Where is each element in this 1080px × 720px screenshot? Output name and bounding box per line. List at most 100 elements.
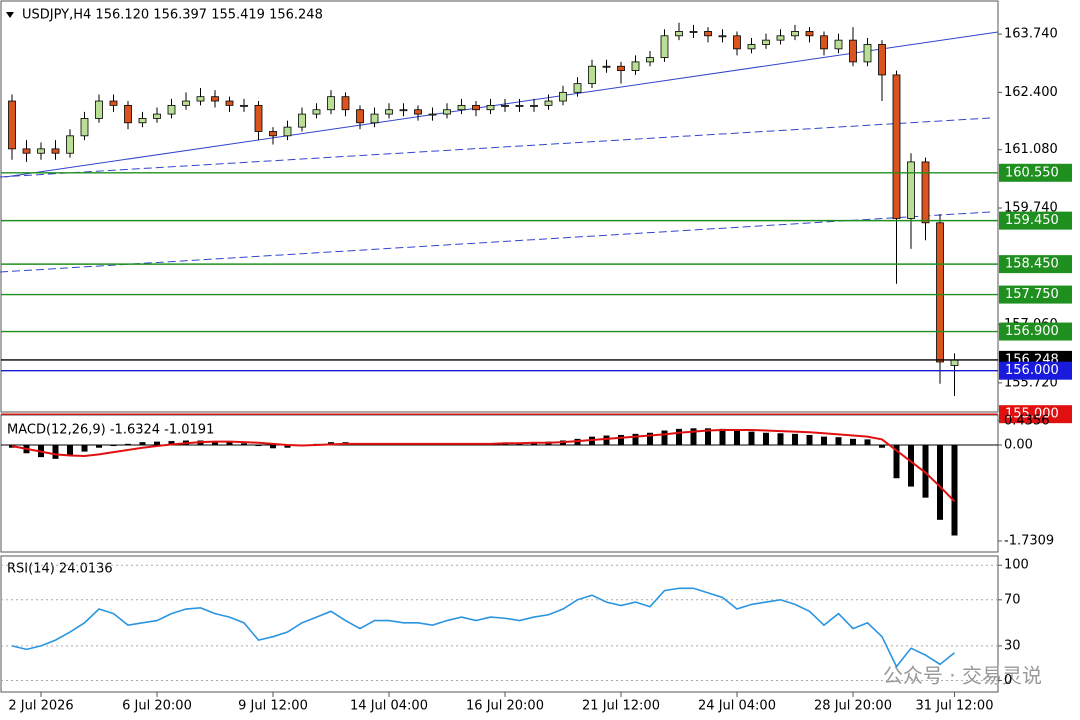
candle-body <box>182 100 190 106</box>
candle-body <box>51 148 60 154</box>
x-tick-label: 9 Jul 12:00 <box>238 699 308 714</box>
candle-body <box>95 100 103 119</box>
y-tick-label: 30 <box>1004 638 1021 653</box>
macd-bar <box>864 439 871 445</box>
candle-body <box>834 39 843 50</box>
menu-arrow <box>6 12 14 18</box>
candle-body <box>530 104 538 107</box>
macd-bar <box>81 444 88 452</box>
candle-body <box>762 39 770 45</box>
macd-bar <box>429 444 436 446</box>
y-tick-label: 70 <box>1004 592 1021 607</box>
price-panel <box>0 0 999 413</box>
candle-body <box>878 44 886 76</box>
y-tick-label: 0.00 <box>1004 437 1033 452</box>
macd-bar <box>168 441 175 445</box>
candle-body <box>515 104 524 107</box>
candle-body <box>254 104 263 132</box>
level-label-box <box>999 405 1072 424</box>
candle-body <box>501 104 509 107</box>
candle-body <box>863 44 872 63</box>
candle-body <box>298 113 306 128</box>
macd-bar <box>937 444 943 520</box>
x-tick-label: 16 Jul 20:00 <box>466 699 544 714</box>
candle-body <box>138 118 147 124</box>
candle-body <box>486 104 495 111</box>
candle-body <box>472 104 480 111</box>
candle-body <box>457 104 466 111</box>
candle-body <box>805 31 814 37</box>
candle-body <box>849 39 857 63</box>
level-label: 156.000 <box>1005 363 1059 378</box>
macd-bar <box>893 444 900 479</box>
level-label: 160.550 <box>1005 165 1059 180</box>
candle-body <box>66 135 74 154</box>
candle-body <box>109 100 118 106</box>
x-tick-label: 24 Jul 04:00 <box>698 699 776 714</box>
macd-bar <box>415 444 421 446</box>
candle-body <box>617 65 625 71</box>
candle-body <box>631 61 640 71</box>
candle-body <box>37 148 45 154</box>
macd-bar <box>763 432 769 445</box>
macd-bar <box>661 430 668 445</box>
level-label: 155.000 <box>1005 407 1059 422</box>
level-label: 158.450 <box>1005 257 1059 272</box>
candle-body <box>559 91 567 102</box>
level-label: 157.750 <box>1005 287 1059 302</box>
candle-body <box>733 35 741 50</box>
x-tick-label: 31 Jul 12:00 <box>916 699 994 714</box>
candle-body <box>588 65 596 85</box>
candle-body <box>370 113 379 124</box>
macd-bar <box>226 442 233 445</box>
macd-bar <box>255 444 262 447</box>
candle-body <box>689 31 698 33</box>
candle-body <box>950 359 959 366</box>
candle-body <box>240 104 248 107</box>
macd-bar <box>705 428 711 445</box>
candle-body <box>544 100 553 106</box>
candle-body <box>225 100 234 106</box>
candle-body <box>399 109 408 112</box>
macd-bar <box>618 434 624 445</box>
y-tick-label: 161.080 <box>1004 142 1058 157</box>
level-label: 156.900 <box>1005 324 1059 339</box>
macd-bar <box>922 444 929 498</box>
candle-body <box>385 109 393 115</box>
candle-body <box>704 31 712 37</box>
candle-body <box>153 113 161 119</box>
candle-body <box>921 161 930 224</box>
macd-bar <box>647 432 653 445</box>
candle-body <box>646 57 654 63</box>
rsi-line <box>11 587 955 669</box>
candle-body <box>428 113 437 116</box>
macd-bar <box>241 443 247 445</box>
macd-bar <box>879 444 885 448</box>
macd-bar <box>52 444 59 459</box>
candle-body <box>269 131 277 137</box>
y-tick-label: 163.740 <box>1004 27 1058 42</box>
trend-line-dashed <box>0 211 991 273</box>
candle-body <box>602 65 611 68</box>
candle-body <box>660 35 669 58</box>
trend-line <box>4 31 999 178</box>
trend-line-dashed <box>0 117 991 178</box>
candle-body <box>341 96 350 111</box>
candle-body <box>791 31 799 37</box>
candle-body <box>80 118 89 137</box>
macd-panel <box>0 414 999 553</box>
y-tick-label: -1.7309 <box>1004 533 1054 548</box>
candle-body <box>22 148 31 154</box>
macd-bar <box>690 428 697 445</box>
signal-line <box>11 428 956 503</box>
candle-body <box>892 74 901 219</box>
macd-bar <box>806 434 813 445</box>
candle-body <box>747 44 756 50</box>
macd-bar <box>125 443 131 445</box>
level-label: 159.450 <box>1005 213 1059 228</box>
level-label-box <box>999 211 1072 230</box>
y-tick-label: 100 <box>1004 558 1029 573</box>
candle-body <box>573 83 582 93</box>
x-tick-label: 28 Jul 20:00 <box>814 699 892 714</box>
chart-title: USDJPY,H4 156.120 156.397 155.419 156.24… <box>22 8 323 23</box>
